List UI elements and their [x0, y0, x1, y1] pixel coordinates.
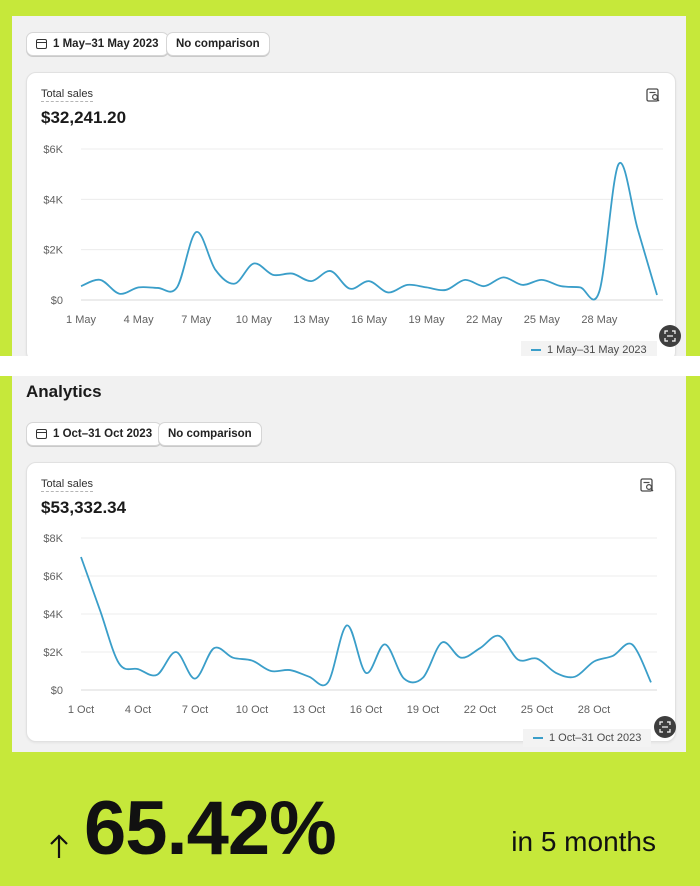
- y-tick-label: $4K: [43, 609, 63, 621]
- total-sales-card: Total sales $32,241.20 $0 $2K $4K $6K 1 May 4…: [26, 72, 676, 362]
- legend-swatch: [533, 737, 543, 739]
- sales-line-chart-oct: $0 $2K $4K $6K $8K 1 Oct 4 Oct 7 Oct 10 Oct 13 Oc…: [43, 533, 657, 716]
- legend-swatch: [531, 349, 541, 351]
- x-tick-label: 13 Oct: [293, 704, 325, 716]
- divider: [0, 356, 700, 376]
- explore-icon[interactable]: [639, 477, 655, 493]
- total-sales-card: Total sales $53,332.34 $0 $2K $4K $6K $8K 1 O…: [26, 462, 676, 747]
- comparison-selector[interactable]: No comparison: [166, 32, 270, 56]
- legend-label: 1 May–31 May 2023: [547, 344, 647, 356]
- x-tick-label: 10 May: [236, 314, 273, 326]
- x-tick-label: 19 Oct: [407, 704, 439, 716]
- comparison-label: No comparison: [168, 428, 252, 440]
- x-tick-label: 16 Oct: [350, 704, 382, 716]
- metric-value: $53,332.34: [41, 498, 127, 517]
- y-tick-label: $6K: [43, 144, 63, 156]
- arrow-up-icon: [50, 834, 68, 858]
- calendar-icon: [36, 39, 47, 49]
- y-tick-label: $2K: [43, 647, 63, 659]
- metric-label[interactable]: Total sales: [41, 88, 93, 102]
- x-tick-label: 1 May: [66, 314, 96, 326]
- analytics-panel-may: 1 May–31 May 2023 No comparison Total sa…: [12, 16, 686, 362]
- legend-label: 1 Oct–31 Oct 2023: [549, 732, 642, 744]
- x-tick-label: 7 Oct: [182, 704, 208, 716]
- y-tick-label: $8K: [43, 533, 63, 545]
- date-range-picker[interactable]: 1 May–31 May 2023: [26, 32, 169, 56]
- x-tick-label: 4 Oct: [125, 704, 151, 716]
- x-tick-label: 25 Oct: [521, 704, 553, 716]
- x-tick-label: 10 Oct: [236, 704, 268, 716]
- comparison-label: No comparison: [176, 38, 260, 50]
- x-tick-label: 28 May: [581, 314, 618, 326]
- x-tick-label: 4 May: [124, 314, 154, 326]
- x-tick-label: 22 Oct: [464, 704, 496, 716]
- scan-icon[interactable]: [659, 325, 681, 347]
- growth-percentage: 65.42%: [84, 786, 337, 871]
- scan-icon[interactable]: [654, 716, 676, 738]
- x-tick-label: 19 May: [409, 314, 446, 326]
- y-tick-label: $2K: [43, 245, 63, 257]
- x-tick-label: 13 May: [293, 314, 330, 326]
- calendar-icon: [36, 429, 47, 439]
- analytics-panel-oct: Analytics 1 Oct–31 Oct 2023 No compariso…: [12, 376, 686, 752]
- chart-legend: 1 Oct–31 Oct 2023: [523, 729, 652, 747]
- y-tick-label: $0: [51, 295, 63, 307]
- metric-value: $32,241.20: [41, 108, 127, 127]
- x-tick-label: 1 Oct: [68, 704, 94, 716]
- date-range-label: 1 Oct–31 Oct 2023: [53, 428, 153, 440]
- page-title: Analytics: [26, 382, 102, 401]
- y-tick-label: $6K: [43, 571, 63, 583]
- chart-legend: 1 May–31 May 2023: [521, 341, 657, 359]
- comparison-selector[interactable]: No comparison: [158, 422, 262, 446]
- explore-icon[interactable]: [645, 87, 661, 103]
- x-tick-label: 28 Oct: [578, 704, 610, 716]
- date-range-picker[interactable]: 1 Oct–31 Oct 2023: [26, 422, 163, 446]
- series-line: [80, 161, 658, 301]
- x-tick-label: 7 May: [181, 314, 211, 326]
- sales-line-chart-may: $0 $2K $4K $6K 1 May 4 May 7 May 10 May 13 May 16…: [43, 144, 663, 326]
- x-tick-label: 25 May: [524, 314, 561, 326]
- y-tick-label: $0: [51, 685, 63, 697]
- date-range-label: 1 May–31 May 2023: [53, 38, 159, 50]
- x-tick-label: 22 May: [466, 314, 503, 326]
- growth-period: in 5 months: [511, 826, 656, 857]
- y-tick-label: $4K: [43, 194, 63, 206]
- x-tick-label: 16 May: [351, 314, 388, 326]
- metric-label[interactable]: Total sales: [41, 478, 93, 492]
